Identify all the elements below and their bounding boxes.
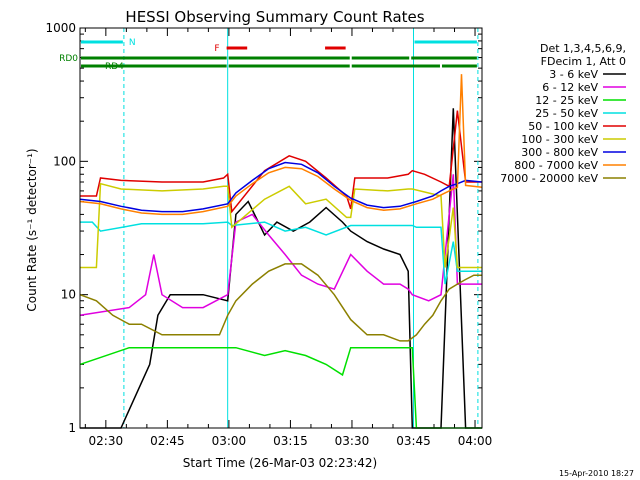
y-tick-label: 1 bbox=[68, 421, 76, 435]
legend-label: 3 - 6 keV bbox=[549, 68, 598, 81]
series-line-5 bbox=[80, 110, 482, 214]
x-tick-label: 03:45 bbox=[396, 434, 431, 448]
series-line-2 bbox=[79, 174, 482, 317]
status-bar-label: F bbox=[214, 44, 219, 54]
legend-label: 300 - 800 keV bbox=[521, 146, 598, 159]
x-tick-label: 02:45 bbox=[150, 434, 185, 448]
series-line-1 bbox=[80, 108, 482, 429]
legend-label: 25 - 50 keV bbox=[535, 107, 598, 120]
legend-label: 50 - 100 keV bbox=[528, 120, 598, 133]
legend-header-line-2: FDecim 1, Att 0 bbox=[541, 55, 626, 68]
series-line-9 bbox=[79, 263, 482, 342]
plot-frame bbox=[79, 27, 483, 429]
y-axis-label: Count Rate (s⁻¹ detector⁻¹) bbox=[25, 148, 39, 311]
y-tick-label: 100 bbox=[53, 154, 76, 168]
x-axis-label: Start Time (26-Mar-03 02:23:42) bbox=[183, 456, 377, 470]
legend-label: 6 - 12 keV bbox=[542, 81, 598, 94]
series-line-3 bbox=[79, 346, 482, 429]
series-line-6 bbox=[80, 182, 482, 269]
x-tick-label: 04:00 bbox=[458, 434, 493, 448]
chart-title: HESSI Observing Summary Count Rates bbox=[125, 8, 424, 26]
legend-label: 7000 - 20000 keV bbox=[500, 172, 598, 185]
legend-header-line-1: Det 1,3,4,5,6,9, bbox=[540, 42, 626, 55]
y-tick-label: 1000 bbox=[45, 21, 76, 35]
series-line-7 bbox=[79, 161, 483, 213]
legend-label: 12 - 25 keV bbox=[535, 94, 598, 107]
series-line-4 bbox=[80, 221, 482, 285]
x-tick-label: 03:00 bbox=[212, 434, 247, 448]
y-tick-label: 10 bbox=[61, 288, 76, 302]
status-bar-label: N bbox=[129, 38, 136, 48]
legend-label: 100 - 300 keV bbox=[521, 133, 598, 146]
series-line-8 bbox=[79, 74, 483, 216]
x-tick-label: 02:30 bbox=[89, 434, 124, 448]
status-bar-label: RD4 bbox=[105, 62, 124, 72]
x-tick-label: 03:15 bbox=[273, 434, 308, 448]
x-tick-label: 03:30 bbox=[335, 434, 370, 448]
footer-date: 15-Apr-2010 18:27 bbox=[559, 469, 634, 478]
legend-label: 800 - 7000 keV bbox=[514, 159, 598, 172]
status-bar-label: RD0 bbox=[59, 54, 78, 64]
